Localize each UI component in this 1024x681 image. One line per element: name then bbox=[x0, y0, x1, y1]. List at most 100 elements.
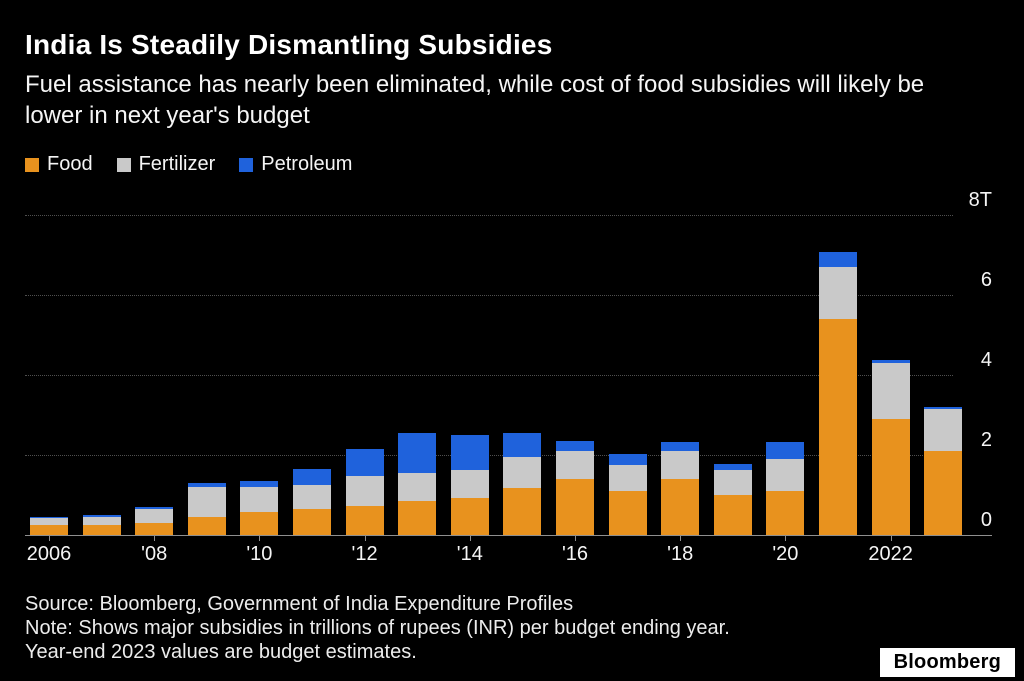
bar-2017-petroleum bbox=[608, 453, 647, 465]
x-axis-label-'12: '12 bbox=[351, 543, 378, 565]
bar-2013-food bbox=[398, 501, 437, 535]
x-tick-'20 bbox=[785, 536, 787, 541]
bar-2013-petroleum bbox=[398, 433, 437, 473]
legend-item-food: Food bbox=[25, 153, 93, 176]
bar-2023-food bbox=[924, 451, 963, 535]
bar-2021-food bbox=[819, 318, 857, 535]
legend-item-fertilizer: Fertilizer bbox=[116, 153, 216, 176]
bar-2009-fertilizer bbox=[187, 486, 226, 517]
x-axis-label-2006: 2006 bbox=[26, 543, 72, 565]
bar-2013-fertilizer bbox=[398, 473, 437, 501]
note-line-2: Year-end 2023 values are budget estimate… bbox=[25, 641, 417, 663]
y-axis-label-8T: 8T bbox=[968, 189, 992, 211]
bar-2022-petroleum bbox=[871, 360, 910, 363]
bar-2014-food bbox=[450, 498, 489, 535]
bar-2016-food bbox=[556, 479, 594, 535]
bar-2018-food bbox=[661, 479, 700, 535]
x-axis-label-'14: '14 bbox=[456, 543, 483, 565]
bar-2006-food bbox=[30, 525, 68, 535]
x-axis-label-'18: '18 bbox=[667, 543, 694, 565]
legend-item-petroleum: Petroleum bbox=[239, 153, 352, 176]
bar-2011-fertilizer bbox=[293, 484, 331, 510]
bar-2022-food bbox=[871, 419, 910, 535]
bar-2016-fertilizer bbox=[556, 450, 594, 480]
bar-2021-petroleum bbox=[819, 251, 857, 268]
x-tick-'18 bbox=[680, 536, 682, 541]
bloomberg-logo: Bloomberg bbox=[879, 648, 1015, 677]
bar-2006-fertilizer bbox=[30, 517, 68, 525]
footer-notes: Source: Bloomberg, Government of India E… bbox=[25, 592, 730, 664]
bar-2011-petroleum bbox=[293, 469, 331, 485]
chart-area: 0 2 4 6 8T 2006 '08 '10 '12 '14 '16 '18 '20 2022 bbox=[25, 185, 992, 570]
chart-title: India Is Steadily Dismantling Subsidies bbox=[25, 29, 553, 60]
x-tick-'16 bbox=[575, 536, 576, 541]
bar-2021-fertilizer bbox=[819, 267, 857, 319]
bar-2007-fertilizer bbox=[82, 517, 121, 525]
x-tick-2022 bbox=[890, 536, 892, 541]
legend-label-food: Food bbox=[47, 153, 93, 175]
bar-2017-fertilizer bbox=[608, 464, 647, 491]
bar-2012-petroleum bbox=[345, 449, 384, 477]
bar-2008-petroleum bbox=[135, 507, 174, 510]
food-swatch-icon bbox=[25, 157, 39, 172]
bar-2019-fertilizer bbox=[713, 469, 752, 495]
y-axis-label-2: 2 bbox=[980, 429, 992, 451]
bar-2020-fertilizer bbox=[766, 459, 805, 492]
x-tick-'12 bbox=[364, 536, 366, 541]
bar-2016-petroleum bbox=[556, 440, 594, 451]
x-tick-'10 bbox=[259, 536, 261, 541]
petroleum-swatch-icon bbox=[239, 157, 254, 172]
x-axis-line bbox=[25, 535, 992, 536]
x-axis-label-2022: 2022 bbox=[868, 543, 913, 565]
x-axis-label-'08: '08 bbox=[141, 543, 168, 565]
source-line: Source: Bloomberg, Government of India E… bbox=[25, 593, 574, 615]
bar-2019-food bbox=[713, 494, 752, 535]
note-line-1: Note: Shows major subsidies in trillions… bbox=[25, 617, 730, 639]
bar-2012-fertilizer bbox=[345, 476, 384, 506]
fertilizer-swatch-icon bbox=[116, 157, 131, 172]
gridline-2 bbox=[25, 455, 953, 456]
bar-2018-petroleum bbox=[661, 442, 700, 451]
bar-2007-food bbox=[82, 525, 121, 535]
x-tick-'14 bbox=[469, 536, 471, 541]
bar-2012-food bbox=[345, 505, 384, 535]
bar-2015-fertilizer bbox=[503, 457, 542, 488]
bar-2009-food bbox=[187, 517, 226, 535]
legend-label-petroleum: Petroleum bbox=[261, 153, 353, 175]
bar-2020-food bbox=[766, 491, 805, 535]
bar-2014-fertilizer bbox=[450, 469, 489, 499]
bar-2010-food bbox=[240, 511, 279, 535]
legend: Food Fertilizer Petroleum bbox=[25, 153, 352, 176]
bar-2008-fertilizer bbox=[135, 509, 174, 523]
bar-2019-petroleum bbox=[713, 463, 752, 470]
y-axis-label-0: 0 bbox=[980, 509, 992, 531]
gridline-8 bbox=[25, 215, 953, 216]
x-tick-'08 bbox=[154, 536, 156, 541]
bar-2023-fertilizer bbox=[924, 409, 963, 451]
bar-2015-petroleum bbox=[503, 433, 542, 458]
bar-2007-petroleum bbox=[82, 515, 121, 517]
bar-2023-petroleum bbox=[924, 406, 963, 409]
x-axis-label-'16: '16 bbox=[561, 543, 589, 565]
bar-2006-petroleum bbox=[30, 516, 68, 518]
bar-2011-food bbox=[293, 509, 331, 535]
bar-2010-fertilizer bbox=[240, 487, 279, 512]
bar-2017-food bbox=[608, 491, 647, 535]
y-axis-label-6: 6 bbox=[980, 269, 992, 291]
bar-2008-food bbox=[135, 522, 174, 535]
bar-2014-petroleum bbox=[450, 434, 489, 470]
bar-2022-fertilizer bbox=[871, 363, 910, 419]
gridline-4 bbox=[25, 375, 953, 376]
bar-2018-fertilizer bbox=[661, 451, 700, 479]
bar-2009-petroleum bbox=[187, 482, 226, 487]
legend-label-fertilizer: Fertilizer bbox=[138, 153, 216, 175]
bar-2010-petroleum bbox=[240, 481, 279, 488]
bar-2015-food bbox=[503, 487, 542, 535]
x-tick-2006 bbox=[49, 536, 50, 541]
gridline-6 bbox=[25, 295, 953, 296]
bar-2020-petroleum bbox=[766, 442, 805, 460]
x-axis-label-'10: '10 bbox=[246, 543, 273, 565]
x-axis-label-'20: '20 bbox=[772, 543, 799, 565]
chart-subtitle: Fuel assistance has nearly been eliminat… bbox=[25, 71, 925, 129]
